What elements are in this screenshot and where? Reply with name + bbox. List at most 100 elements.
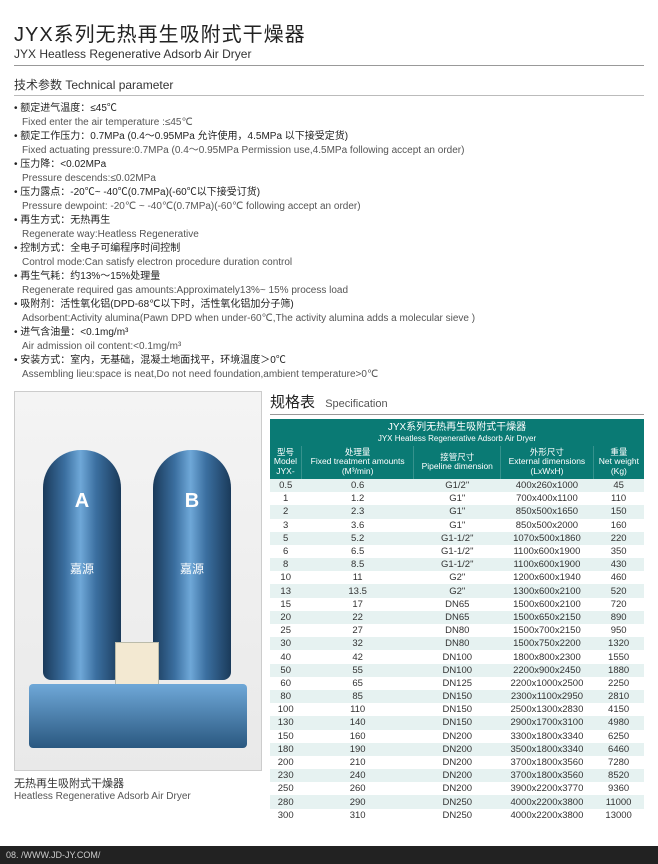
tech-param-en: Regenerate way:Heatless Regenerative: [14, 228, 644, 242]
table-cell: 150: [270, 730, 301, 743]
table-row: 22.3G1"850x500x1650150: [270, 505, 644, 518]
table-cell: DN200: [414, 756, 501, 769]
table-cell: 2900x1700x3100: [501, 716, 594, 729]
tech-param-item: 吸附剂：活性氧化铝(DPD-68℃以下时，活性氧化铝加分子筛)Adsorbent…: [14, 298, 644, 325]
table-cell: G1-1/2": [414, 558, 501, 571]
table-cell: 60: [270, 677, 301, 690]
tank-a-brand: 嘉源: [70, 560, 94, 577]
spec-banner-en: JYX Heatless Regenerative Adsorb Air Dry…: [272, 434, 642, 443]
table-cell: 4150: [593, 703, 644, 716]
table-cell: 55: [301, 664, 413, 677]
table-cell: DN80: [414, 637, 501, 650]
table-cell: 150: [593, 505, 644, 518]
spec-section: 规格表 Specification JYX系列无热再生吸附式干燥器 JYX He…: [270, 391, 644, 822]
table-cell: 1070x500x1860: [501, 532, 594, 545]
table-cell: DN200: [414, 782, 501, 795]
table-cell: 27: [301, 624, 413, 637]
table-cell: 9360: [593, 782, 644, 795]
table-cell: 40: [270, 650, 301, 663]
table-cell: 2.3: [301, 505, 413, 518]
table-cell: 240: [301, 769, 413, 782]
table-cell: 2810: [593, 690, 644, 703]
table-cell: 280: [270, 795, 301, 808]
table-cell: DN65: [414, 611, 501, 624]
tech-param-en: Fixed enter the air temperature :≤45℃: [14, 116, 644, 130]
table-row: 2022DN651500x650x2150890: [270, 611, 644, 624]
table-cell: 4000x2200x3800: [501, 795, 594, 808]
table-cell: G2": [414, 584, 501, 597]
table-cell: 140: [301, 716, 413, 729]
table-cell: 8.5: [301, 558, 413, 571]
table-row: 250260DN2003900x2200x37709360: [270, 782, 644, 795]
tech-param-cn: 压力降：<0.02MPa: [14, 158, 644, 172]
tech-param-cn: 控制方式：全电子可编程序时间控制: [14, 242, 644, 256]
table-cell: 85: [301, 690, 413, 703]
tech-param-en: Fixed actuating pressure:0.7MPa (0.4～0.9…: [14, 144, 644, 158]
tech-param-en: Adsorbent:Activity alumina(Pawn DPD when…: [14, 312, 644, 326]
table-cell: DN250: [414, 809, 501, 822]
table-cell: 260: [301, 782, 413, 795]
spec-heading: 规格表 Specification: [270, 391, 644, 415]
table-row: 0.50.6G1/2"400x260x100045: [270, 479, 644, 492]
tank-b-label: B: [185, 490, 199, 513]
table-cell: 110: [593, 492, 644, 505]
tech-param-en: Pressure descends:≤0.02MPa: [14, 172, 644, 186]
table-cell: 3900x2200x3770: [501, 782, 594, 795]
table-cell: 160: [593, 519, 644, 532]
product-figure: A 嘉源 B 嘉源 无热再生吸附式干燥器 Heatless Regenerati…: [14, 391, 262, 822]
table-cell: 1300x600x2100: [501, 584, 594, 597]
table-row: 6065DN1252200x1000x25002250: [270, 677, 644, 690]
spec-banner-cn: JYX系列无热再生吸附式干燥器: [388, 422, 526, 433]
table-cell: 890: [593, 611, 644, 624]
tank-a-label: A: [75, 490, 89, 513]
table-cell: 5: [270, 532, 301, 545]
table-row: 230240DN2003700x1800x35608520: [270, 769, 644, 782]
table-cell: 850x500x2000: [501, 519, 594, 532]
tank-a: A 嘉源: [43, 450, 121, 680]
spec-col-header: 外形尺寸External dimensions(LxWxH): [501, 446, 594, 479]
product-image: A 嘉源 B 嘉源: [14, 391, 262, 771]
table-cell: 1100x600x1900: [501, 558, 594, 571]
table-cell: 65: [301, 677, 413, 690]
table-cell: 6250: [593, 730, 644, 743]
table-row: 130140DN1502900x1700x31004980: [270, 716, 644, 729]
table-cell: 6: [270, 545, 301, 558]
table-cell: 8520: [593, 769, 644, 782]
table-cell: 520: [593, 584, 644, 597]
tech-param-heading: 技术参数 Technical parameter: [14, 76, 644, 96]
table-cell: 1500x700x2150: [501, 624, 594, 637]
table-cell: DN200: [414, 730, 501, 743]
spec-col-header: 重量Net weight(Kg): [593, 446, 644, 479]
table-cell: 32: [301, 637, 413, 650]
product-caption-en: Heatless Regenerative Adsorb Air Dryer: [14, 791, 262, 802]
tank-b-brand: 嘉源: [180, 560, 204, 577]
tech-param-cn: 再生气耗：约13%～15%处理量: [14, 270, 644, 284]
table-cell: 230: [270, 769, 301, 782]
table-cell: 0.5: [270, 479, 301, 492]
table-row: 1517DN651500x600x2100720: [270, 598, 644, 611]
table-cell: 17: [301, 598, 413, 611]
table-cell: 220: [593, 532, 644, 545]
table-cell: 200: [270, 756, 301, 769]
table-cell: 1550: [593, 650, 644, 663]
table-row: 66.5G1-1/2"1100x600x1900350: [270, 545, 644, 558]
table-cell: 1: [270, 492, 301, 505]
table-row: 280290DN2504000x2200x380011000: [270, 795, 644, 808]
table-cell: 8: [270, 558, 301, 571]
footer-page-number: 08.: [6, 850, 19, 860]
table-cell: 42: [301, 650, 413, 663]
tech-param-item: 额定进气温度：≤45℃Fixed enter the air temperatu…: [14, 102, 644, 129]
table-cell: DN150: [414, 690, 501, 703]
tech-param-item: 进气含油量：<0.1mg/m³Air admission oil content…: [14, 326, 644, 353]
table-cell: 4000x2200x3800: [501, 809, 594, 822]
table-row: 88.5G1-1/2"1100x600x1900430: [270, 558, 644, 571]
table-cell: DN125: [414, 677, 501, 690]
table-row: 1313.5G2"1300x600x2100520: [270, 584, 644, 597]
table-cell: 11000: [593, 795, 644, 808]
table-cell: 1200x600x1940: [501, 571, 594, 584]
table-cell: 2250: [593, 677, 644, 690]
table-row: 55.2G1-1/2"1070x500x1860220: [270, 532, 644, 545]
table-cell: G1-1/2": [414, 545, 501, 558]
table-row: 33.6G1"850x500x2000160: [270, 519, 644, 532]
table-cell: 100: [270, 703, 301, 716]
